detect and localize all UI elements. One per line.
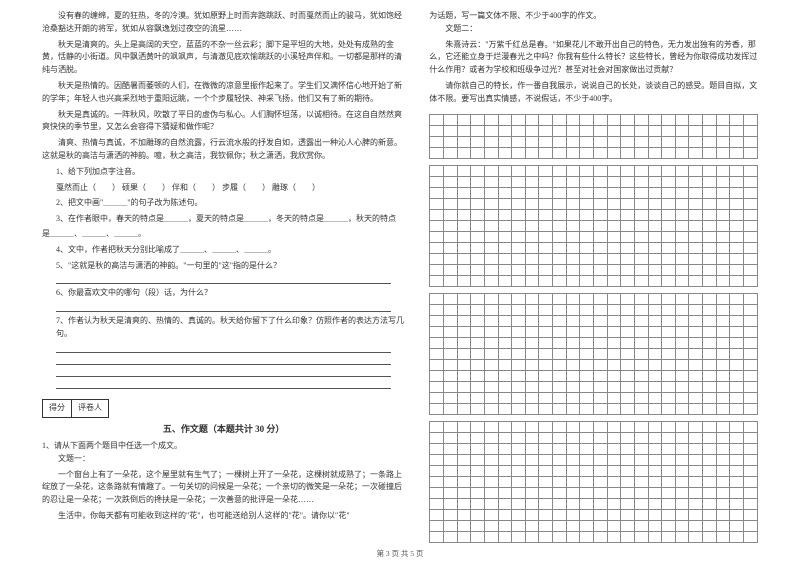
- passage-para-4: 秋天是真诚的。一阵秋风，吹散了平日的虚伪与私心。人们胸怀坦荡，以诚相待。在这自自…: [42, 109, 405, 135]
- essay-intro: 1、请从下面两个题目中任选一个成文。: [42, 440, 405, 453]
- page-footer: 第 3 页 共 5 页: [0, 548, 800, 559]
- grid-block-1: [429, 165, 758, 287]
- answer-blank-5: [56, 274, 391, 284]
- answer-blank-6: [56, 302, 391, 312]
- q1-word-3: 伴和（ ）: [172, 183, 220, 192]
- passage-para-2: 秋天是清爽的。头上是高阔的天空，蓝蓝的不杂一丝云彩；脚下是平坦的大地，处处有成熟…: [42, 39, 405, 77]
- q1-word-5: 雕琢（ ）: [272, 183, 320, 192]
- question-5: 5、"这就是秋的高洁与潇洒的神韵。"一句里的"这"指的是什么？: [56, 260, 405, 273]
- q1-word-2: 硕果（ ）: [122, 183, 170, 192]
- topic-1-continuation: 为话题，写一篇文体不限、不少于400字的作文。: [429, 10, 758, 23]
- topic-1-para-1: 一个窗台上有了一朵花，这个屋里就有生气了；一棵树上开了一朵花，这棵树就成熟了；一…: [42, 469, 405, 507]
- topic-1-label: 文题一：: [42, 453, 405, 466]
- topic-2-para-1: 朱熹诗云："万紫千红总是春。"如果花儿不敢开出自己的特色，无力发出独有的芳香，那…: [429, 39, 758, 77]
- answer-blank-7c: [56, 367, 391, 377]
- grid-block-2: [429, 293, 758, 415]
- right-column: 为话题，写一篇文体不限、不少于400字的作文。 文题二： 朱熹诗云："万紫千红总…: [417, 10, 770, 545]
- grader-label: 评卷人: [72, 399, 109, 418]
- composition-grid: [429, 114, 758, 543]
- question-6: 6、你最喜欢文中的哪句（段）话，为什么？: [56, 287, 405, 300]
- q1-word-1: 戛然而止（ ）: [56, 183, 120, 192]
- topic-2-para-2: 请你就自己的特长，作一番自我展示，说说自己的长处，谈谈自己的感受。题目自拟，文体…: [429, 80, 758, 106]
- passage-para-1: 没有春的缠绵，夏的狂热，冬的冷漠。犹如原野上时而奔跑跳跃、时而戛然而止的骏马，犹…: [42, 10, 405, 36]
- section-title: 五、作文题（本题共计 30 分）: [42, 422, 405, 436]
- q1-w3: 伴和: [172, 183, 188, 192]
- question-2: 2、把文中画"＿＿＿"的句子改为陈述句。: [56, 197, 405, 210]
- passage-para-5: 清爽、热情与真诚，不加雕琢的自然流露，行云流水般的抒发自如，透露出一种沁人心脾的…: [42, 137, 405, 163]
- question-7: 7、作者认为秋天是清爽的、热情的、真诚的。秋天给你留下了什么印象？仿照作者的表达…: [56, 315, 405, 341]
- topic-1-para-2: 生活中，你每天都有可能收到这样的"花"，也可能送给别人这样的"花"。请你以"花": [42, 510, 405, 523]
- passage-para-3: 秋天是热情的。因酷暑而萎顿的人们，在微微的凉意里振作起来了。学生们又满怀信心地开…: [42, 80, 405, 106]
- q1-w5: 雕琢: [272, 183, 288, 192]
- answer-blank-7b: [56, 355, 391, 365]
- topic-2-label: 文题二：: [429, 23, 758, 36]
- grid-block-0: [429, 114, 758, 159]
- question-1: 1、给下列加点字注音。: [56, 166, 405, 179]
- answer-blank-7d: [56, 379, 391, 389]
- score-box: 得分 评卷人: [42, 399, 405, 418]
- grid-block-3: [429, 421, 758, 543]
- page-container: 没有春的缠绵，夏的狂热，冬的冷漠。犹如原野上时而奔跑跳跃、时而戛然而止的骏马，犹…: [0, 0, 800, 545]
- question-4: 4、文中，作者把秋天分别比喻成了＿＿＿、＿＿＿、＿＿＿。: [56, 244, 405, 257]
- q1-word-4: 步履（ ）: [222, 183, 270, 192]
- question-1-items: 戛然而止（ ） 硕果（ ） 伴和（ ） 步履（ ） 雕琢（ ）: [56, 182, 405, 195]
- score-label: 得分: [42, 399, 72, 418]
- q1-w2: 硕果: [122, 183, 138, 192]
- q1-w4: 步履: [222, 183, 238, 192]
- q1-b4: （ ）: [238, 183, 270, 192]
- left-column: 没有春的缠绵，夏的狂热，冬的冷漠。犹如原野上时而奔跑跳跃、时而戛然而止的骏马，犹…: [30, 10, 417, 545]
- q1-w1: 戛然而止: [56, 183, 88, 192]
- question-3a: 3、在作者眼中，春天的特点是＿＿＿，夏天的特点是＿＿＿，冬天的特点是＿＿＿，秋天…: [56, 213, 405, 226]
- q1-b5: （ ）: [288, 183, 320, 192]
- answer-blank-7a: [56, 343, 391, 353]
- q1-b1: （ ）: [88, 183, 120, 192]
- q1-b2: （ ）: [138, 183, 170, 192]
- question-3b: 是＿＿＿、＿＿＿、＿＿＿。: [42, 228, 405, 241]
- q1-b3: （ ）: [188, 183, 220, 192]
